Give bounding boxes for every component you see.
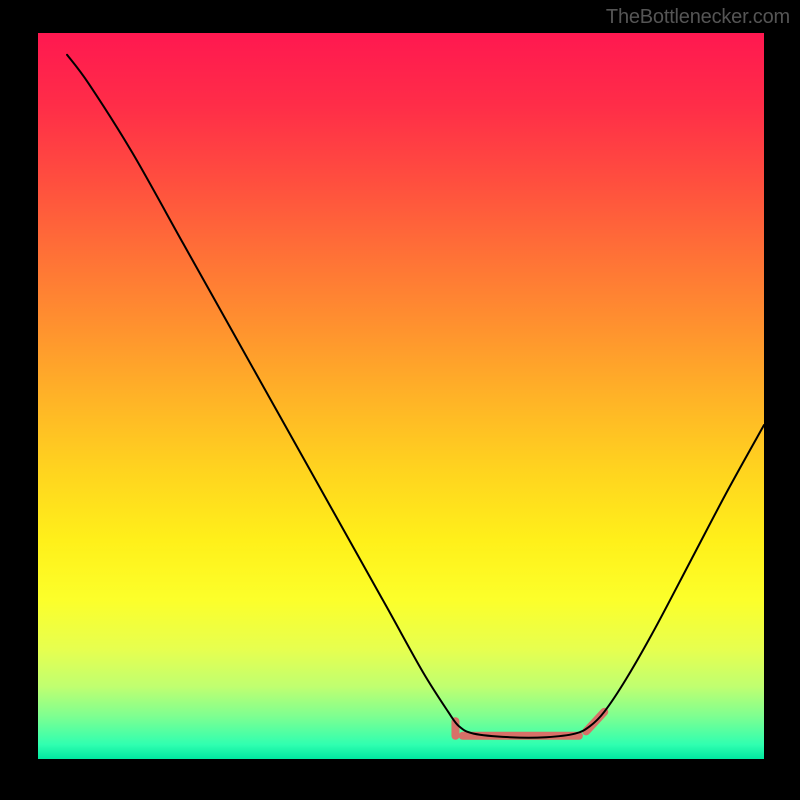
bottleneck-chart xyxy=(38,33,764,759)
watermark-text: TheBottlenecker.com xyxy=(606,6,790,29)
chart-background xyxy=(38,33,764,759)
chart-svg xyxy=(38,33,764,759)
